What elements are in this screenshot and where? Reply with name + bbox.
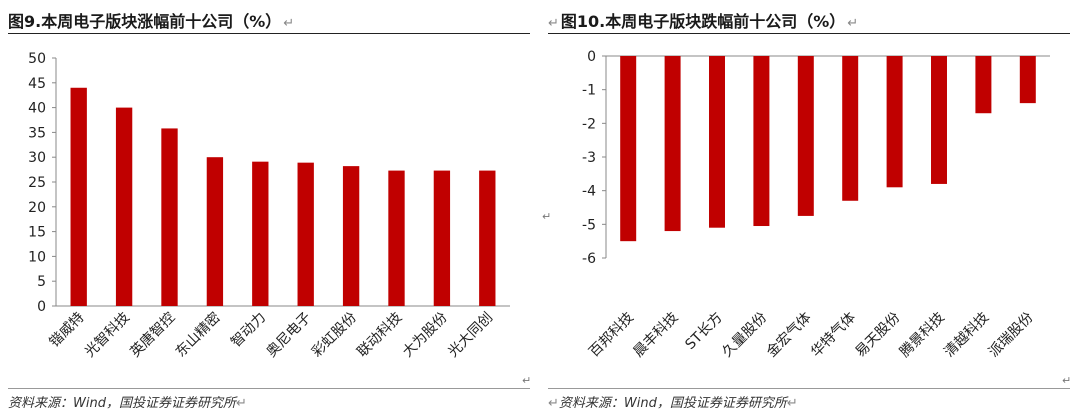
y-tick-label: -5 [582, 217, 596, 233]
return-mark-icon: ↵ [522, 374, 531, 386]
bar [206, 157, 224, 306]
bar [297, 162, 314, 306]
footer-rule [8, 388, 530, 389]
bar [70, 87, 87, 306]
y-tick-label: 50 [28, 51, 46, 67]
x-category-label-group: 久量股份 [719, 310, 770, 361]
x-category-label: 华特气体 [808, 310, 859, 361]
bar [797, 56, 814, 216]
y-tick-label: -3 [582, 150, 596, 166]
x-category-label-group: 智动力 [228, 310, 269, 351]
y-tick-label: 35 [28, 125, 46, 141]
bar [886, 56, 903, 188]
bar [975, 56, 992, 114]
y-tick-label: -6 [582, 251, 596, 267]
y-tick-label: 0 [37, 299, 46, 315]
y-tick-label: 40 [28, 101, 46, 117]
bar [479, 170, 496, 306]
bar [753, 56, 770, 227]
bar [931, 56, 947, 184]
bar [252, 161, 269, 306]
chart-panel-gainers: 图9.本周电子版块涨幅前十公司（%） ↵ 0 5 10 15 20 25 30 35 40 45 50… [8, 12, 531, 411]
footer-rule [548, 388, 1070, 389]
x-category-label: 清越科技 [941, 310, 992, 361]
bar [161, 128, 178, 306]
chart-title: 图9.本周电子版块涨幅前十公司（%） ↵ [8, 12, 295, 31]
return-mark-icon: ↵ [786, 396, 798, 411]
source-note: ↵资料来源：Wind，国投证券证券研究所↵ [548, 396, 798, 411]
x-category-label-group: 光智科技 [82, 310, 133, 361]
x-category-label: 奥尼电子 [263, 309, 315, 361]
y-tick-label: 20 [28, 200, 46, 216]
y-tick-label: 10 [28, 249, 46, 265]
bar [664, 56, 681, 232]
return-mark-icon: ↵ [548, 16, 559, 31]
bar [388, 170, 405, 306]
x-category-label: 东山精密 [172, 309, 224, 361]
x-category-label-group: 金宏气体 [764, 310, 815, 361]
x-category-label-group: 华特气体 [808, 310, 859, 361]
x-category-label-group: 晨丰科技 [631, 310, 682, 361]
x-category-label-group: 彩虹股份 [309, 310, 360, 361]
x-category-label: 光大同创 [445, 310, 496, 361]
return-mark-icon: ↵ [235, 396, 247, 411]
return-mark-icon: ↵ [1062, 374, 1071, 386]
return-mark-icon: ↵ [283, 16, 295, 31]
x-category-label: 腾景科技 [896, 309, 948, 361]
x-category-label: 锴威特 [47, 310, 88, 351]
return-mark-icon: ↵ [542, 210, 551, 223]
return-mark-icon: ↵ [847, 16, 859, 31]
x-category-label: 晨丰科技 [631, 310, 682, 361]
x-category-label: 联动科技 [354, 310, 405, 361]
y-tick-label: -2 [582, 116, 596, 132]
chart-title: ↵ 图10.本周电子版块跌幅前十公司（%） ↵ [548, 12, 859, 31]
x-category-label-group: 派瑞股份 [986, 310, 1037, 361]
title-rule [548, 33, 1070, 34]
bar [433, 170, 451, 306]
y-tick-label: 30 [28, 150, 46, 166]
return-mark-icon: ↵ [548, 396, 559, 411]
x-category-label: 大为股份 [400, 310, 451, 361]
x-category-label: 彩虹股份 [309, 310, 360, 361]
x-category-label: 金宏气体 [764, 310, 815, 361]
x-category-label-group: 腾景科技 [896, 309, 948, 361]
x-category-label-group: 清越科技 [941, 310, 992, 361]
y-tick-label: -1 [582, 83, 596, 99]
chart-panel-losers: ↵ 图10.本周电子版块跌幅前十公司（%） ↵ 0 -1 -2 -3 -4 -5 -6 百邦科技晨… [540, 0, 1080, 420]
x-category-label-group: 光大同创 [445, 310, 496, 361]
bar [115, 107, 133, 306]
bar [620, 56, 637, 242]
x-category-label: 智动力 [228, 310, 269, 351]
y-tick-label: 45 [28, 76, 46, 92]
x-category-label: 光智科技 [82, 310, 133, 361]
title-rule [8, 33, 530, 34]
x-category-label-group: 联动科技 [354, 310, 405, 361]
x-category-label: 派瑞股份 [986, 310, 1037, 361]
source-note: 资料来源：Wind，国投证券证券研究所↵ [8, 396, 247, 411]
x-category-label-group: 锴威特 [47, 310, 88, 351]
x-category-label: 百邦科技 [586, 310, 637, 361]
x-category-label-group: 易天股份 [853, 310, 904, 361]
y-tick-label: -4 [582, 184, 596, 200]
bar [842, 56, 859, 201]
x-category-label-group: 东山精密 [172, 309, 224, 361]
y-tick-label: 25 [28, 175, 46, 191]
bar [342, 166, 360, 306]
y-tick-label: 15 [28, 225, 46, 241]
x-category-label: 英唐智控 [127, 309, 179, 361]
bar [1019, 56, 1036, 104]
bar [709, 56, 725, 228]
x-category-label-group: 英唐智控 [127, 309, 179, 361]
y-tick-label: 5 [37, 274, 46, 290]
x-category-label: ST长方 [682, 310, 725, 353]
x-category-label-group: 奥尼电子 [263, 309, 315, 361]
x-category-label-group: 百邦科技 [586, 310, 637, 361]
x-category-label-group: ST长方 [682, 310, 725, 353]
x-category-label: 久量股份 [719, 310, 770, 361]
x-category-label: 易天股份 [853, 310, 904, 361]
x-category-label-group: 大为股份 [400, 310, 451, 361]
y-tick-label: 0 [587, 49, 596, 65]
